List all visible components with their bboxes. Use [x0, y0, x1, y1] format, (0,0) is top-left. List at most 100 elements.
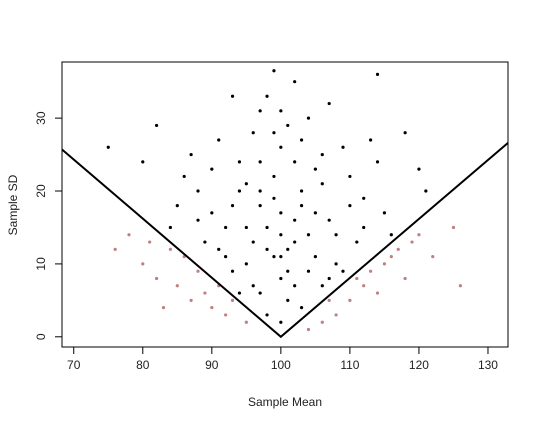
- point: [175, 284, 179, 288]
- point: [299, 189, 304, 193]
- point: [348, 298, 352, 302]
- point: [458, 284, 462, 288]
- point: [258, 189, 262, 193]
- point: [279, 109, 283, 113]
- point: [341, 269, 345, 273]
- point: [113, 247, 117, 251]
- point: [244, 262, 248, 266]
- point: [272, 196, 276, 200]
- point: [175, 203, 179, 208]
- point: [196, 269, 200, 273]
- x-tick-label: 70: [67, 358, 81, 372]
- point: [334, 262, 338, 266]
- point: [362, 284, 366, 288]
- point: [141, 160, 145, 164]
- point: [189, 298, 193, 302]
- point: [375, 291, 380, 295]
- point: [237, 189, 242, 193]
- point: [327, 298, 331, 302]
- point: [230, 203, 235, 208]
- point: [334, 233, 338, 237]
- point: [251, 131, 255, 135]
- point: [224, 313, 228, 317]
- point: [265, 247, 269, 251]
- point: [320, 182, 324, 186]
- point: [230, 94, 235, 98]
- x-tick-label: 80: [136, 358, 150, 372]
- point: [279, 320, 283, 324]
- point: [196, 189, 200, 193]
- point: [244, 182, 248, 186]
- y-tick-label: 0: [34, 333, 48, 340]
- point: [375, 72, 380, 76]
- point: [279, 276, 283, 281]
- point: [403, 131, 407, 135]
- point: [141, 262, 145, 266]
- point: [189, 152, 193, 157]
- point: [293, 240, 297, 244]
- boundary-line: [61, 142, 509, 339]
- point: [279, 255, 283, 259]
- point: [348, 174, 352, 179]
- point: [286, 123, 290, 128]
- point: [265, 94, 269, 98]
- point: [210, 306, 214, 310]
- point: [251, 240, 255, 244]
- point: [196, 218, 200, 222]
- point: [203, 240, 207, 244]
- point: [258, 203, 262, 208]
- point: [382, 262, 387, 266]
- x-tick-label: 130: [478, 358, 498, 372]
- point: [182, 174, 186, 179]
- point: [154, 123, 159, 128]
- point: [286, 298, 290, 302]
- point: [148, 240, 152, 244]
- point: [230, 298, 235, 302]
- x-tick-label: 120: [409, 358, 429, 372]
- point: [286, 247, 290, 251]
- point: [230, 269, 235, 273]
- point: [224, 255, 228, 259]
- point: [258, 109, 262, 113]
- point: [348, 203, 352, 208]
- point: [293, 160, 297, 164]
- point: [299, 138, 304, 142]
- point: [154, 276, 159, 281]
- plot-frame: [61, 61, 509, 348]
- x-tick-label: 90: [205, 358, 219, 372]
- point: [286, 269, 290, 273]
- point: [382, 211, 387, 215]
- point: [224, 225, 228, 230]
- point: [320, 284, 324, 288]
- point: [355, 240, 359, 244]
- point: [299, 203, 304, 208]
- point: [237, 160, 242, 164]
- point: [431, 255, 435, 259]
- point: [369, 269, 373, 273]
- point: [161, 306, 166, 310]
- y-tick-label: 20: [34, 184, 48, 198]
- point: [306, 269, 311, 273]
- point: [217, 247, 221, 251]
- point: [168, 225, 172, 230]
- point: [320, 152, 324, 157]
- point: [293, 284, 297, 288]
- point: [127, 233, 131, 237]
- point: [306, 116, 311, 120]
- point: [272, 255, 276, 259]
- y-tick-label: 30: [34, 111, 48, 125]
- point: [106, 145, 110, 149]
- point: [279, 233, 283, 237]
- point: [168, 247, 172, 251]
- point: [272, 174, 276, 179]
- point: [389, 255, 393, 259]
- point: [375, 160, 380, 164]
- x-tick-label: 110: [340, 358, 359, 372]
- point: [341, 145, 345, 149]
- point: [272, 69, 276, 73]
- point: [369, 138, 373, 142]
- point: [313, 255, 317, 259]
- point: [217, 138, 221, 142]
